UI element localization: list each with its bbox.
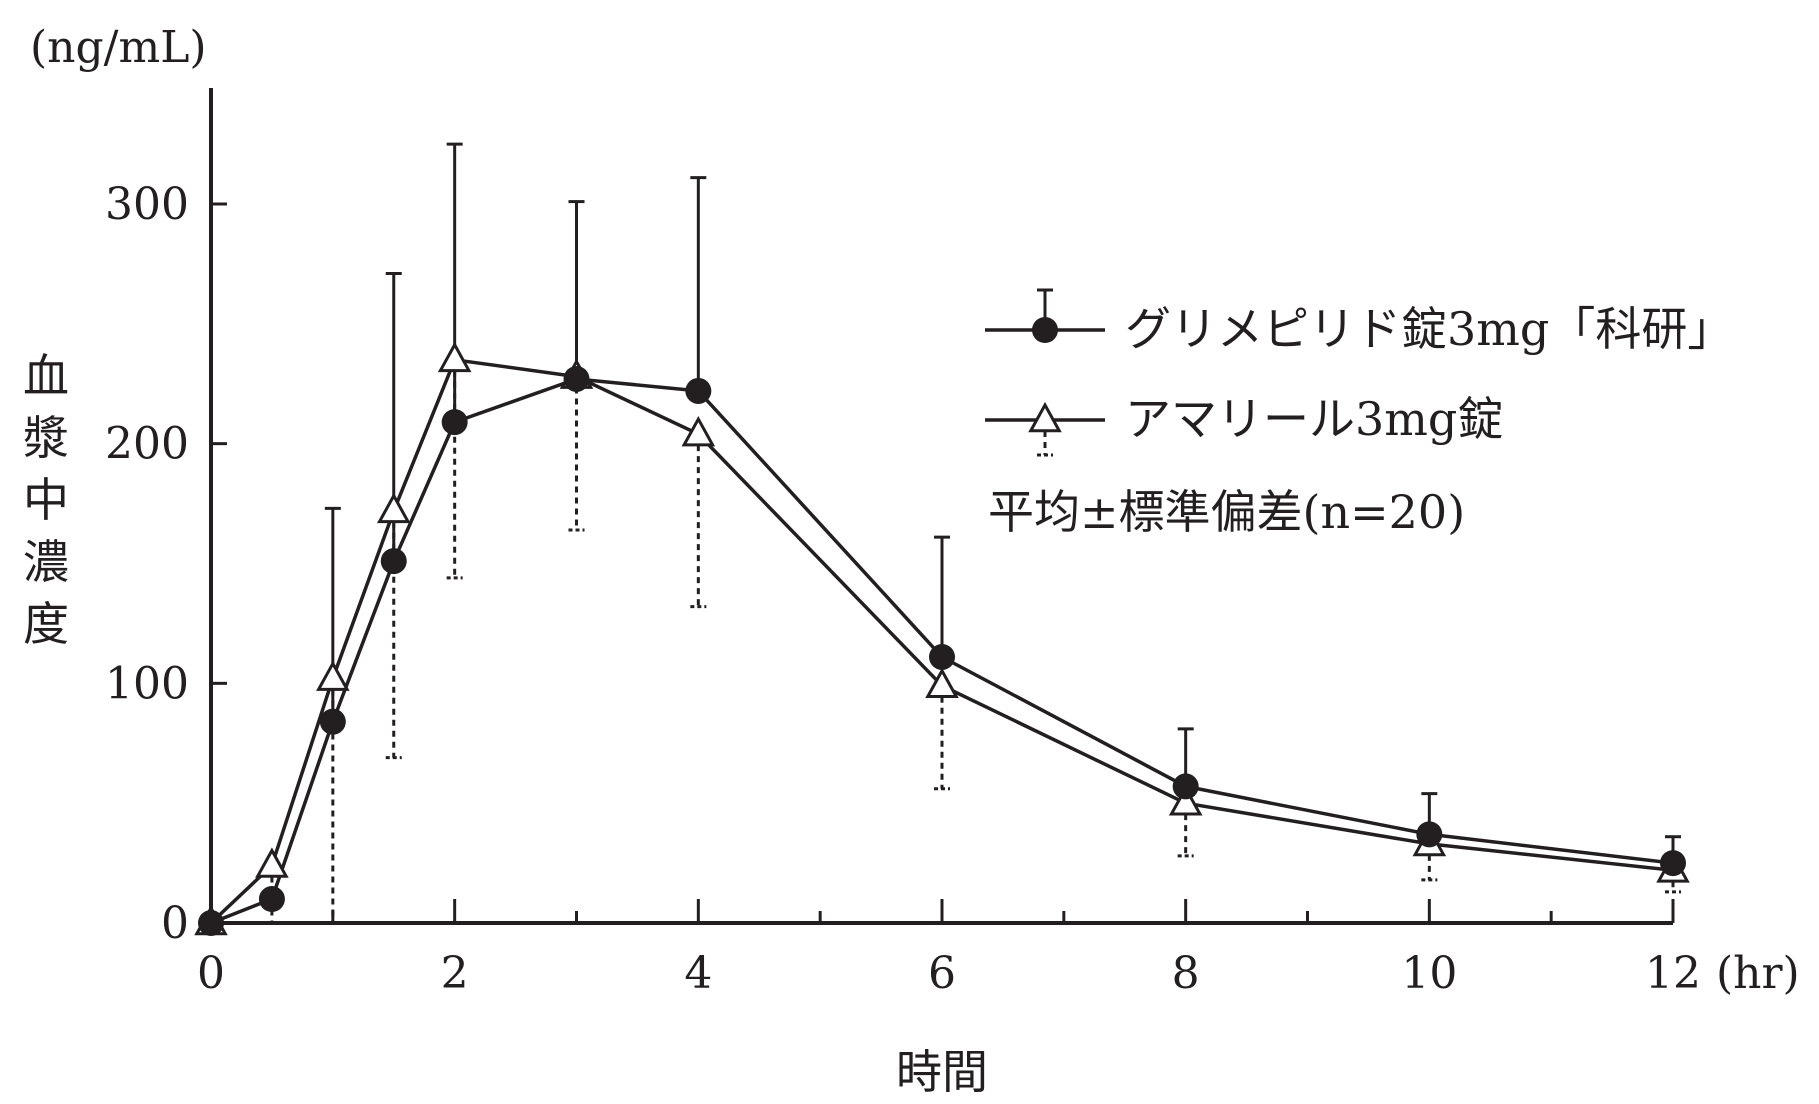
data-markers	[194, 341, 1690, 936]
legend-item-test	[985, 288, 1105, 343]
tick-labels: 0 100 200 300 0 2 4 6 8 10 12	[105, 179, 1701, 999]
marker-circle	[258, 886, 285, 913]
marker-circle	[441, 409, 468, 436]
x-tick-label: 4	[684, 948, 712, 999]
marker-triangle	[681, 415, 716, 447]
marker-circle	[380, 548, 407, 575]
x-tick-label: 6	[928, 948, 956, 999]
y-axis-label-char: 血	[23, 349, 69, 403]
x-unit-label: (hr)	[1716, 948, 1800, 999]
y-axis-label-char: 度	[23, 597, 69, 651]
marker-triangle	[437, 341, 472, 373]
y-tick-label: 100	[105, 658, 189, 709]
x-axis-label: 時間	[896, 1045, 988, 1099]
legend-label-test: グリメピリド錠3mg「科研」	[1125, 302, 1733, 356]
legend-marker-triangle	[1028, 401, 1062, 433]
x-tick-label: 2	[441, 948, 469, 999]
x-tick-label: 10	[1401, 948, 1457, 999]
error-bars	[263, 142, 1681, 925]
marker-circle	[1660, 850, 1686, 877]
y-axis-label-char: 濃	[23, 535, 69, 589]
marker-circle	[319, 708, 346, 735]
y-axis-label-char: 中	[23, 473, 69, 527]
marker-circle	[1172, 773, 1199, 800]
legend-item-reference	[985, 401, 1105, 457]
statistics-note: 平均±標準偏差(n=20)	[988, 485, 1465, 539]
marker-triangle	[376, 492, 411, 524]
marker-circle	[929, 643, 955, 670]
marker-triangle	[316, 660, 350, 691]
y-unit-label: (ng/mL)	[30, 22, 207, 73]
marker-triangle	[925, 667, 959, 699]
x-tick-label: 12	[1645, 948, 1701, 999]
y-tick-label: 200	[105, 419, 189, 470]
x-tick-label: 8	[1172, 948, 1200, 999]
legend-label-reference: アマリール3mg錠	[1125, 392, 1503, 446]
marker-circle	[198, 910, 224, 936]
legend-marker-circle	[1032, 317, 1058, 343]
marker-triangle	[255, 847, 289, 878]
y-axis-label-char: 漿	[23, 411, 69, 465]
legend: グリメピリド錠3mg「科研」 アマリール3mg錠	[985, 288, 1733, 457]
marker-circle	[563, 365, 590, 392]
marker-triangle	[1168, 785, 1203, 816]
x-tick-label: 0	[197, 948, 225, 999]
y-tick-label: 300	[105, 179, 189, 230]
marker-circle	[685, 377, 712, 404]
y-tick-label: 0	[161, 898, 189, 949]
marker-circle	[1416, 821, 1443, 848]
